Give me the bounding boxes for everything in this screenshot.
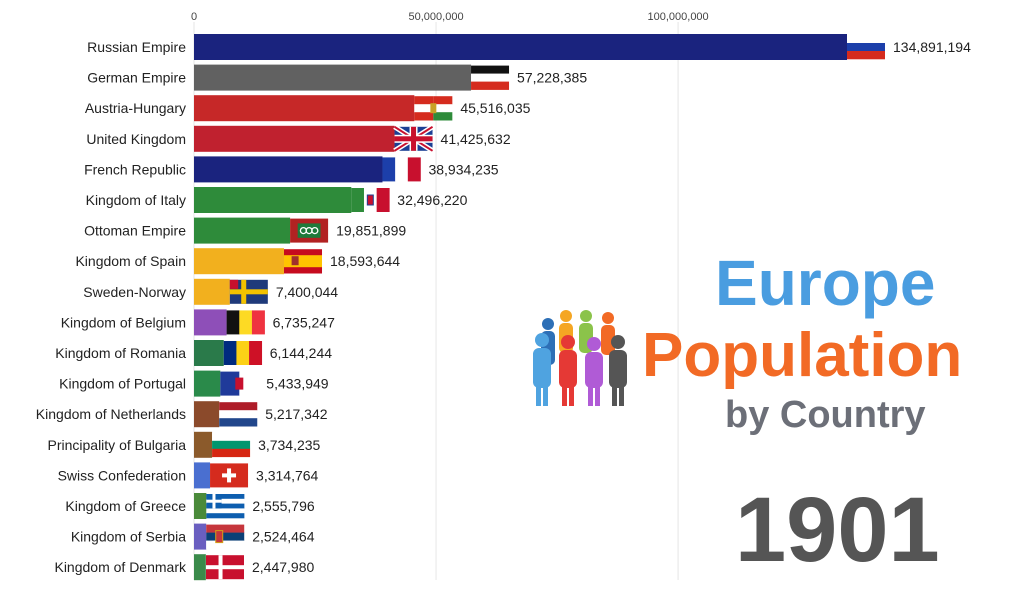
title-europe: Europe xyxy=(715,247,936,319)
bar xyxy=(194,64,472,91)
value-label: 19,851,899 xyxy=(336,223,406,239)
value-label: 38,934,235 xyxy=(428,161,498,177)
bar xyxy=(194,431,213,458)
category-label: Sweden-Norway xyxy=(83,284,186,300)
category-label: Kingdom of Serbia xyxy=(71,529,186,545)
category-label: United Kingdom xyxy=(86,131,186,147)
value-label: 32,496,220 xyxy=(397,192,467,208)
title-block: Europe Population by Country xyxy=(560,246,1000,446)
title-by-country: by Country xyxy=(725,394,926,436)
category-label: Principality of Bulgaria xyxy=(47,437,186,453)
germany-flag-icon xyxy=(471,65,510,90)
value-label: 41,425,632 xyxy=(441,131,511,147)
title-population: Population xyxy=(642,321,963,390)
people-icon xyxy=(533,310,627,406)
bar xyxy=(194,493,207,519)
value-label: 2,555,796 xyxy=(252,498,314,514)
bar xyxy=(194,217,291,244)
russia-flag-icon xyxy=(847,35,885,60)
belgium-flag-icon xyxy=(226,310,265,335)
category-label: Kingdom of Romania xyxy=(55,345,186,361)
romania-flag-icon xyxy=(223,341,263,365)
value-label: 3,734,235 xyxy=(258,437,320,453)
value-label: 6,144,244 xyxy=(270,345,332,361)
category-label: Ottoman Empire xyxy=(84,223,186,239)
bar xyxy=(194,370,221,397)
value-label: 5,217,342 xyxy=(265,406,327,422)
bar xyxy=(194,309,227,336)
bar xyxy=(194,156,383,183)
category-label: German Empire xyxy=(87,70,186,86)
value-label: 45,516,035 xyxy=(460,100,530,116)
bar xyxy=(194,187,352,213)
value-label: 2,447,980 xyxy=(252,559,314,575)
x-tick-label: 100,000,000 xyxy=(648,11,709,23)
bar xyxy=(194,554,206,581)
austria-hungary-flag-icon xyxy=(414,96,453,121)
value-label: 5,433,949 xyxy=(266,376,328,392)
bar xyxy=(194,462,211,489)
category-label: Russian Empire xyxy=(87,39,186,55)
value-label: 57,228,385 xyxy=(517,70,587,86)
category-label: Kingdom of Italy xyxy=(86,192,186,208)
category-label: Swiss Confederation xyxy=(58,467,186,483)
category-label: French Republic xyxy=(84,161,186,177)
category-label: Kingdom of Greece xyxy=(65,498,186,514)
bulgaria-flag-icon xyxy=(212,432,251,458)
bar xyxy=(194,523,207,550)
x-tick-label: 50,000,000 xyxy=(409,11,464,23)
netherlands-flag-icon xyxy=(219,402,258,427)
value-label: 134,891,194 xyxy=(893,39,971,55)
year-label: 1901 xyxy=(735,479,940,581)
category-label: Kingdom of Netherlands xyxy=(36,406,186,422)
value-label: 7,400,044 xyxy=(276,284,338,300)
ottoman-flag-icon xyxy=(290,218,329,243)
bar xyxy=(194,34,847,60)
value-label: 18,593,644 xyxy=(330,253,400,269)
value-label: 3,314,764 xyxy=(256,467,318,483)
x-tick-label: 0 xyxy=(191,11,197,23)
serbia-flag-icon xyxy=(206,524,245,549)
switzerland-flag-icon xyxy=(210,463,249,488)
bar xyxy=(194,125,395,152)
category-label: Kingdom of Belgium xyxy=(61,314,186,330)
bar xyxy=(194,248,285,275)
category-label: Austria-Hungary xyxy=(85,100,186,116)
bar xyxy=(194,95,415,122)
portugal-flag-icon xyxy=(220,371,259,396)
value-label: 6,735,247 xyxy=(273,314,335,330)
france-flag-icon xyxy=(382,157,421,182)
bar xyxy=(194,278,230,305)
uk-flag-icon xyxy=(393,124,434,153)
sweden-norway-flag-icon xyxy=(229,279,268,304)
category-label: Kingdom of Spain xyxy=(75,253,186,269)
italy-flag-icon xyxy=(351,188,390,212)
category-label: Kingdom of Denmark xyxy=(54,559,187,575)
value-label: 2,524,464 xyxy=(252,529,314,545)
spain-flag-icon xyxy=(284,249,323,274)
category-label: Kingdom of Portugal xyxy=(59,376,186,392)
bar xyxy=(194,401,220,428)
denmark-flag-icon xyxy=(206,555,244,580)
bar xyxy=(194,340,224,366)
greece-flag-icon xyxy=(206,494,245,519)
